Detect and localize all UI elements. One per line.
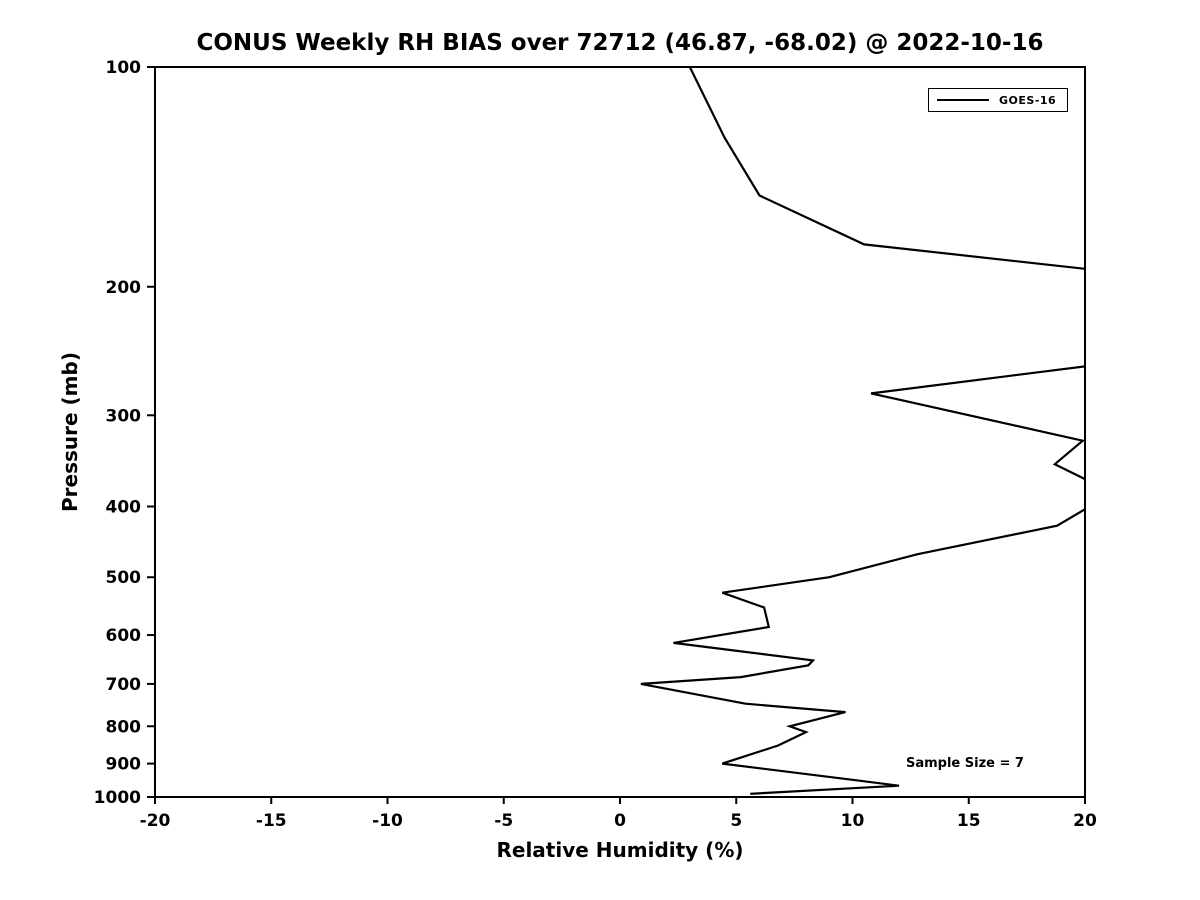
y-tick-label: 300 xyxy=(106,406,142,426)
axes-frame xyxy=(154,66,1086,798)
y-tick-label: 700 xyxy=(106,675,142,695)
legend-line-sample xyxy=(937,99,989,101)
y-tick-label: 600 xyxy=(106,626,142,646)
sample-size-annotation: Sample Size = 7 xyxy=(905,756,1024,772)
x-tick-label: 15 xyxy=(957,811,981,831)
y-tick-label: 400 xyxy=(106,498,142,518)
y-tick-label: 900 xyxy=(106,755,142,775)
series-line-goes-16 xyxy=(640,67,1085,795)
x-tick-label: 5 xyxy=(730,811,742,831)
legend: GOES-16 xyxy=(928,88,1068,112)
x-tick-label: -20 xyxy=(140,811,171,831)
y-tick-label: 100 xyxy=(106,58,142,78)
y-tick-label: 1000 xyxy=(94,788,141,808)
y-tick-label: 200 xyxy=(106,278,142,298)
x-tick-label: 0 xyxy=(614,811,626,831)
x-tick-label: -10 xyxy=(372,811,403,831)
y-tick-label: 800 xyxy=(106,717,142,737)
x-tick-label: 20 xyxy=(1073,811,1097,831)
legend-label: GOES-16 xyxy=(999,93,1057,107)
x-tick-label: 10 xyxy=(841,811,865,831)
x-axis-label: Relative Humidity (%) xyxy=(496,838,744,862)
chart-title: CONUS Weekly RH BIAS over 72712 (46.87, … xyxy=(196,30,1044,56)
x-tick-label: -15 xyxy=(256,811,287,831)
x-tick-label: -5 xyxy=(494,811,513,831)
y-tick-label: 500 xyxy=(106,568,142,588)
